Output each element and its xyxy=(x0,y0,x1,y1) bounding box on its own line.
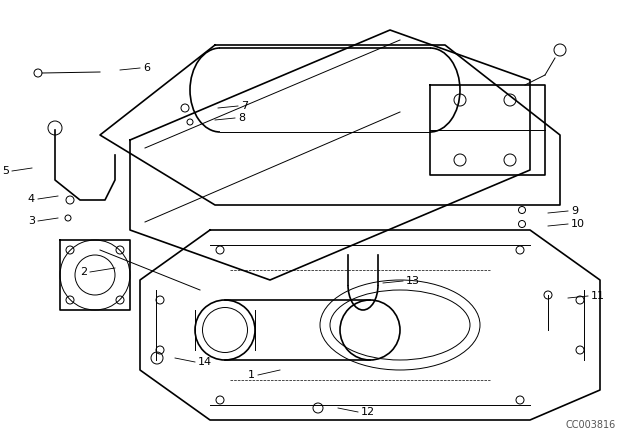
Text: 14: 14 xyxy=(198,357,212,367)
Text: 2: 2 xyxy=(80,267,87,277)
Text: 13: 13 xyxy=(406,276,420,286)
Text: 9: 9 xyxy=(571,206,578,216)
Text: 12: 12 xyxy=(361,407,375,417)
Text: 6: 6 xyxy=(143,63,150,73)
Text: 5: 5 xyxy=(2,166,9,176)
Text: 3: 3 xyxy=(28,216,35,226)
Text: 10: 10 xyxy=(571,219,585,229)
Text: 11: 11 xyxy=(591,291,605,301)
Text: 7: 7 xyxy=(241,101,248,111)
Text: 1: 1 xyxy=(248,370,255,380)
Text: 4: 4 xyxy=(28,194,35,204)
Text: CC003816: CC003816 xyxy=(565,420,615,430)
Text: 8: 8 xyxy=(238,113,245,123)
